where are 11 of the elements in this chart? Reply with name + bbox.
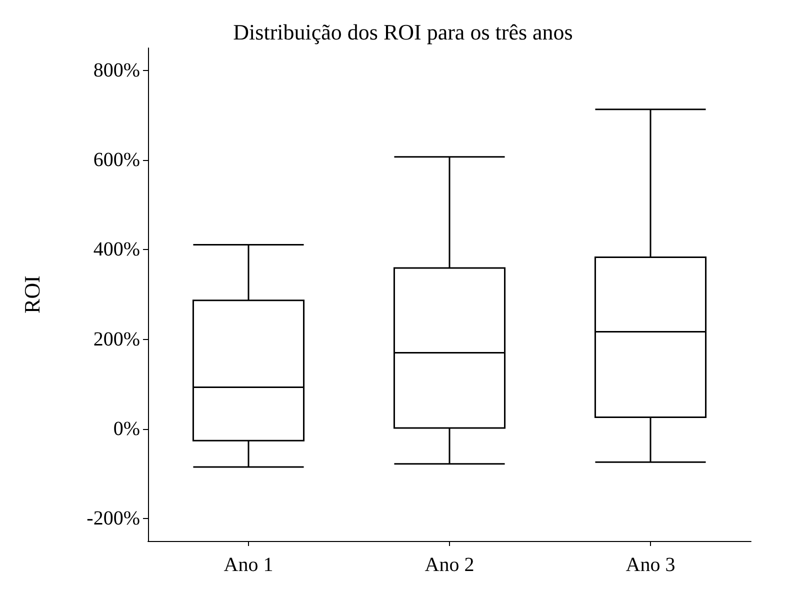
y-axis-title: ROI (20, 276, 44, 314)
y-tick-label: 800% (93, 59, 140, 82)
y-tick-label: -200% (86, 508, 140, 530)
x-tick-label: Ano 3 (626, 554, 676, 576)
chart-title: Distribuição dos ROI para os três anos (233, 20, 573, 44)
x-tick-label: Ano 2 (424, 554, 474, 576)
y-tick-label: 400% (93, 238, 140, 261)
y-tick-label: 200% (93, 328, 140, 350)
y-tick-label: 0% (113, 418, 140, 440)
x-tick-label: Ano 1 (224, 554, 274, 576)
y-tick-label: 600% (93, 149, 140, 172)
